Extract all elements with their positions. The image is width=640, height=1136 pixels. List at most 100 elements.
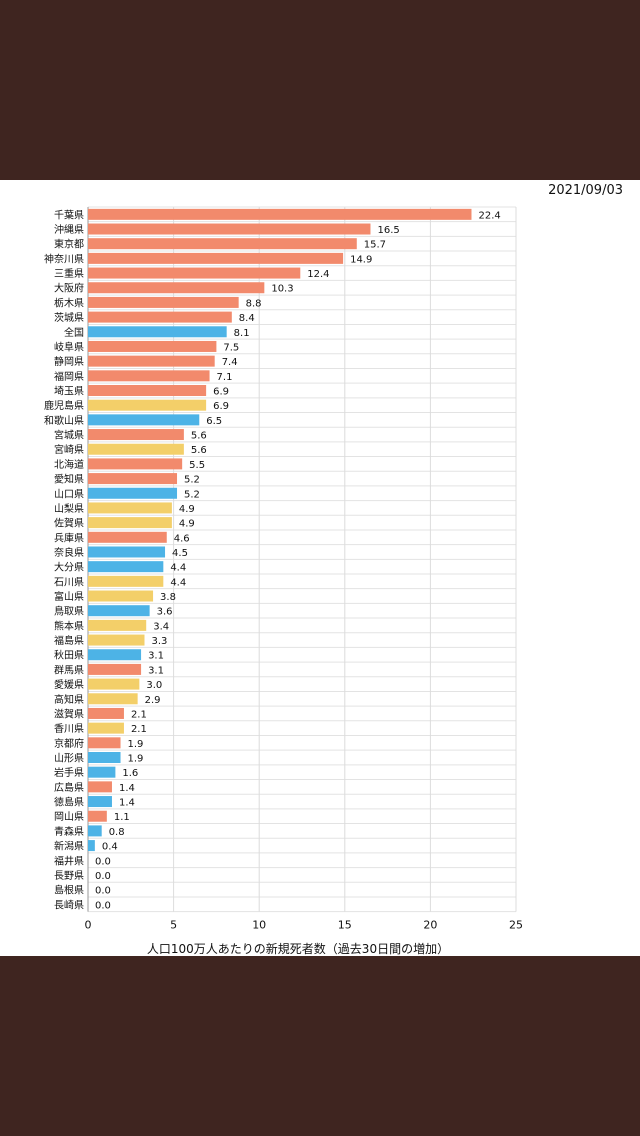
value-label: 5.6	[191, 445, 207, 456]
x-axis-label: 人口100万人あたりの新規死者数（過去30日間の増加）	[147, 941, 449, 956]
category-label: 山口県	[54, 488, 84, 500]
category-label: 山梨県	[54, 502, 84, 515]
category-label: 愛媛県	[54, 678, 84, 691]
value-label: 3.3	[151, 636, 167, 647]
category-label: 高知県	[54, 693, 84, 706]
value-label: 2.1	[131, 724, 147, 735]
category-label: 三重県	[54, 267, 84, 280]
category-label: 秋田県	[54, 649, 84, 662]
value-label: 7.5	[223, 342, 239, 353]
bars	[88, 208, 472, 852]
value-label: 4.9	[179, 504, 195, 515]
bar	[88, 208, 472, 220]
bar	[88, 502, 172, 514]
category-label: 福島県	[54, 634, 84, 647]
category-label: 北海道	[54, 458, 84, 471]
bar	[88, 429, 184, 441]
x-axis-ticks: 0 5 10 15 20 25	[85, 919, 524, 932]
value-label: 1.9	[128, 739, 144, 750]
value-label: 1.6	[122, 768, 138, 779]
bar	[88, 296, 239, 308]
bar	[88, 473, 178, 485]
bar	[88, 649, 142, 661]
category-label: 熊本県	[54, 619, 84, 632]
value-label: 22.4	[478, 210, 500, 221]
value-label: 7.1	[217, 372, 233, 383]
x-tick-label: 20	[423, 919, 437, 932]
value-label: 5.2	[184, 475, 200, 486]
category-label: 千葉県	[54, 208, 84, 221]
value-label: 2.1	[131, 709, 147, 720]
x-tick-label: 5	[170, 919, 177, 932]
bar	[88, 663, 142, 675]
category-label: 長野県	[54, 870, 84, 882]
category-labels: 千葉県沖縄県東京都神奈川県三重県大阪府栃木県茨城県全国岐阜県静岡県福岡県埼玉県鹿…	[44, 208, 84, 911]
value-label: 0.0	[95, 900, 111, 911]
x-tick-label: 15	[338, 919, 352, 932]
category-label: 香川県	[54, 723, 84, 735]
bar	[88, 752, 121, 763]
bar	[88, 370, 210, 382]
category-label: 広島県	[54, 781, 84, 794]
category-label: 鹿児島県	[44, 399, 84, 412]
category-label: 岡山県	[54, 811, 84, 823]
category-label: 大阪府	[54, 282, 84, 295]
value-label: 4.9	[179, 519, 195, 530]
value-label: 8.8	[246, 298, 262, 309]
value-label: 8.1	[234, 328, 250, 339]
bar	[88, 722, 124, 734]
bar	[88, 796, 112, 808]
bar	[88, 605, 150, 617]
category-label: 佐賀県	[54, 518, 84, 530]
value-label: 6.9	[213, 387, 229, 398]
category-label: 群馬県	[54, 663, 84, 676]
value-label: 3.0	[146, 680, 162, 691]
value-label: 16.5	[377, 225, 399, 236]
category-label: 青森県	[54, 825, 84, 838]
category-label: 宮崎県	[54, 443, 84, 456]
date-label: 2021/09/03	[548, 183, 623, 198]
bar	[88, 766, 116, 778]
bar	[88, 825, 102, 837]
value-label: 4.5	[172, 548, 188, 559]
category-label: 栃木県	[54, 296, 84, 309]
bar	[88, 546, 166, 558]
value-label: 1.9	[128, 754, 144, 765]
bar	[88, 311, 232, 323]
category-label: 茨城県	[54, 311, 84, 324]
value-label: 5.5	[189, 460, 205, 471]
bar	[88, 267, 301, 279]
bar	[88, 340, 217, 352]
category-label: 神奈川県	[44, 252, 84, 265]
value-label: 3.1	[148, 651, 164, 662]
value-label: 3.1	[148, 665, 164, 676]
category-label: 滋賀県	[54, 707, 84, 720]
value-label: 12.4	[307, 269, 329, 280]
value-label: 10.3	[271, 284, 293, 295]
bar	[88, 414, 200, 426]
bar	[88, 590, 154, 602]
category-label: 岐阜県	[54, 340, 84, 353]
category-label: 福岡県	[54, 370, 84, 383]
value-label: 6.9	[213, 401, 229, 412]
bar	[88, 737, 121, 749]
value-label: 5.6	[191, 431, 207, 442]
value-label: 3.8	[160, 592, 176, 603]
value-label: 1.4	[119, 783, 135, 794]
bar	[88, 678, 140, 690]
value-label: 8.4	[239, 313, 255, 324]
bar	[88, 487, 178, 499]
value-label: 4.4	[170, 563, 186, 574]
category-label: 京都府	[54, 737, 84, 750]
value-label: 3.4	[153, 621, 169, 632]
value-label: 0.4	[102, 842, 118, 853]
bar	[88, 252, 344, 264]
category-label: 静岡県	[54, 355, 84, 368]
bar	[88, 355, 215, 367]
value-label: 1.1	[114, 812, 130, 823]
value-label: 7.4	[222, 357, 238, 368]
x-tick-label: 10	[252, 919, 266, 932]
bar	[88, 810, 107, 822]
bar	[88, 443, 184, 455]
